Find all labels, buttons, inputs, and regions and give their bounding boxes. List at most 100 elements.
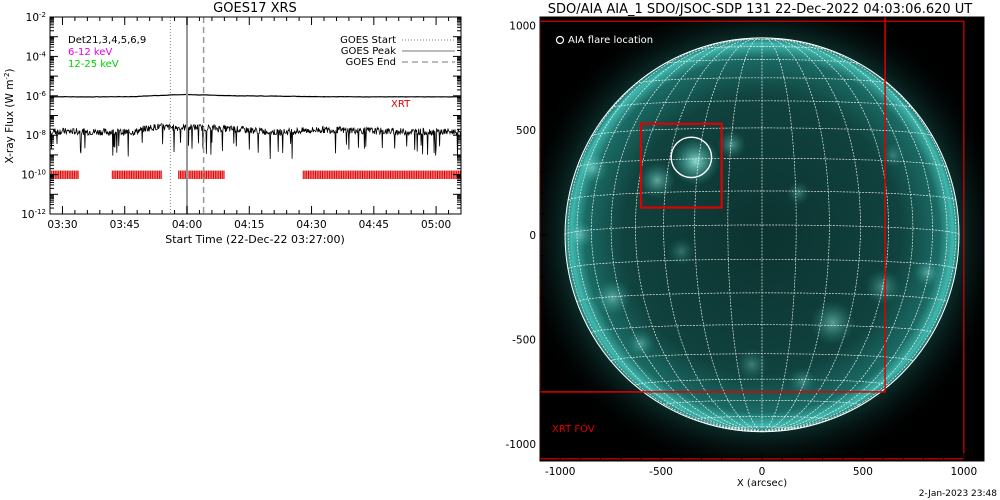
goes-xrs-panel: GOES17 XRS 03:30 03:45 04:00 04:15 04:30 04:4… bbox=[3, 1, 462, 246]
solar-limb bbox=[564, 37, 960, 433]
active-region-brightening bbox=[788, 367, 817, 396]
goes-x-axis: 03:30 03:45 04:00 04:15 04:30 04:45 05:00 bbox=[47, 17, 462, 231]
goes-title: GOES17 XRS bbox=[213, 1, 297, 16]
xrt-fov-box bbox=[540, 20, 965, 460]
aia-flare-legend-label: AIA flare location bbox=[568, 35, 653, 46]
longitude-line bbox=[727, 37, 763, 432]
longitude-line bbox=[635, 38, 763, 432]
aia-y-axis: 1000 500 0 -500 -1000 bbox=[505, 20, 548, 451]
aia-image-panel: SDO/AIA AIA_1 SDO/JSOC-SDP 131 22-Dec-20… bbox=[505, 2, 985, 489]
longitude-line bbox=[694, 37, 763, 432]
xrt-observation-block bbox=[50, 170, 80, 179]
aia-y-tick-label: 0 bbox=[529, 230, 536, 242]
goes-y-tick-exponent: -8 bbox=[39, 129, 46, 137]
goes-y-tick-base: 10 bbox=[26, 12, 39, 24]
goes-y-tick-base: 10 bbox=[21, 170, 34, 182]
flare-location-circle bbox=[670, 136, 713, 179]
active-region-brightening bbox=[864, 269, 902, 306]
longitude-line bbox=[591, 38, 763, 432]
goes-band-low-label: 6-12 keV bbox=[68, 47, 112, 58]
longitude-line bbox=[761, 37, 861, 432]
goes-x-axis-label: Start Time (22-Dec-22 03:27:00) bbox=[165, 233, 345, 246]
series-12-25kev-line bbox=[50, 123, 461, 160]
active-region-brightening bbox=[566, 220, 595, 249]
goes-y-axis-label-prefix: X-ray Flux (W m bbox=[4, 80, 16, 164]
goes-x-tick-label: 04:45 bbox=[359, 219, 389, 231]
goes-xrt-label: XRT bbox=[391, 99, 411, 110]
longitude-line bbox=[610, 38, 763, 432]
legend-goes-start: GOES Start bbox=[340, 35, 396, 46]
active-region-brightening bbox=[638, 162, 676, 199]
goes-y-axis-label-suffix: ) bbox=[4, 68, 16, 72]
aia-y-tick-label: -1000 bbox=[505, 439, 536, 451]
goes-y-tick-label: 10-6 bbox=[26, 90, 47, 103]
goes-y-tick-base: 10 bbox=[26, 51, 39, 63]
goes-x-tick-label: 03:45 bbox=[110, 219, 140, 231]
latitude-line bbox=[568, 190, 956, 201]
xrt-fov-box-secondary bbox=[540, 17, 886, 393]
aia-x-axis: -1000 -500 0 500 1000 bbox=[539, 453, 985, 478]
active-region-brightening bbox=[576, 151, 609, 184]
latitude-line bbox=[694, 415, 830, 420]
longitude-line bbox=[761, 38, 889, 432]
goes-y-tick-base: 10 bbox=[21, 209, 34, 221]
goes-y-tick-exponent: -4 bbox=[39, 50, 47, 58]
goes-y-tick-exponent: -10 bbox=[35, 169, 46, 177]
aia-y-tick-label: 500 bbox=[516, 125, 536, 137]
goes-data-area bbox=[50, 17, 461, 214]
aia-y-tick-label: -500 bbox=[512, 335, 536, 347]
latitude-line bbox=[591, 127, 933, 137]
active-region-brightening bbox=[735, 348, 769, 381]
goes-y-tick-base: 10 bbox=[26, 91, 39, 103]
longitude-line bbox=[761, 37, 830, 432]
aia-x-axis-label: X (arcsec) bbox=[737, 478, 787, 489]
goes-y-tick-exponent: -12 bbox=[35, 208, 46, 216]
aia-y-tick-label: 1000 bbox=[509, 20, 536, 32]
goes-x-tick-label: 03:30 bbox=[47, 219, 77, 231]
legend-goes-peak: GOES Peak bbox=[341, 46, 396, 57]
latitude-line bbox=[663, 59, 861, 65]
longitude-line bbox=[576, 39, 763, 432]
goes-x-tick-label: 05:00 bbox=[421, 219, 451, 231]
active-region-brightening bbox=[913, 258, 942, 287]
longitude-line bbox=[567, 46, 763, 432]
footer-date: 2-Jan-2023 23:48 bbox=[919, 489, 998, 499]
active-region-brightening bbox=[667, 237, 696, 266]
longitude-line bbox=[663, 37, 763, 432]
goes-x-tick-label: 04:30 bbox=[296, 219, 326, 231]
goes-detectors-label: Det21,3,4,5,6,9 bbox=[68, 35, 146, 46]
aia-flare-legend-marker bbox=[555, 35, 565, 45]
longitude-line bbox=[761, 46, 957, 432]
goes-band-high-label: 12-25 keV bbox=[68, 59, 119, 70]
goes-y-tick-base: 10 bbox=[26, 130, 39, 142]
active-region-brightening bbox=[881, 143, 906, 168]
active-region-brightening bbox=[594, 279, 631, 316]
aia-title: SDO/AIA AIA_1 SDO/JSOC-SDP 131 22-Dec-20… bbox=[548, 2, 973, 17]
aia-x-tick-label: -1000 bbox=[545, 466, 576, 478]
active-region-brightening bbox=[717, 130, 746, 159]
aia-x-tick-label: -500 bbox=[649, 466, 673, 478]
goes-x-tick-label: 04:00 bbox=[172, 219, 202, 231]
goes-y-tick-exponent: -2 bbox=[39, 11, 46, 19]
goes-y-tick-label: 10-12 bbox=[21, 208, 46, 221]
active-region-brightening bbox=[786, 180, 811, 206]
longitude-line bbox=[761, 38, 914, 432]
goes-x-tick-label: 04:15 bbox=[234, 219, 264, 231]
active-region-brightening bbox=[810, 300, 855, 345]
sun-image bbox=[540, 17, 984, 461]
longitude-line bbox=[761, 38, 933, 432]
flare-region-box bbox=[639, 122, 723, 209]
longitude-line bbox=[761, 37, 797, 432]
active-region-brightening bbox=[626, 329, 656, 358]
goes-y-tick-label: 10-10 bbox=[21, 169, 46, 182]
goes-y-axis-label-exp: -2 bbox=[3, 73, 11, 80]
longitude-line bbox=[761, 39, 948, 432]
active-region-brightening bbox=[671, 137, 720, 186]
series-6-12kev-line bbox=[50, 93, 461, 98]
goes-y-tick-label: 10-4 bbox=[26, 50, 47, 63]
xrt-fov-label: XRT FOV bbox=[552, 424, 595, 435]
aia-x-tick-label: 0 bbox=[759, 466, 766, 478]
goes-y-axis-label: X-ray Flux (W m-2) bbox=[3, 68, 16, 163]
